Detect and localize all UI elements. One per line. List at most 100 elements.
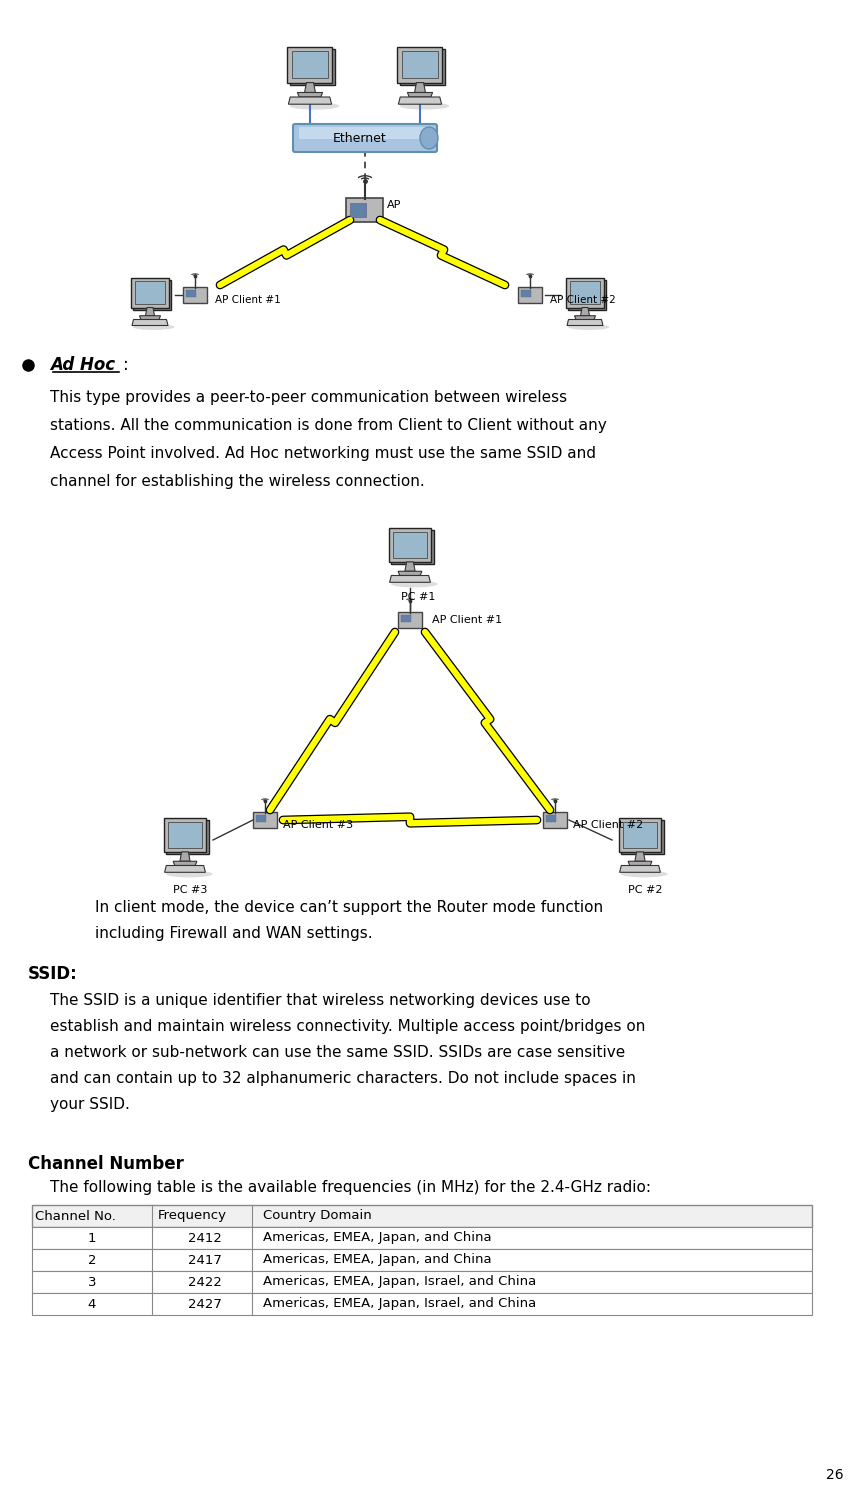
FancyBboxPatch shape (398, 612, 421, 627)
FancyBboxPatch shape (164, 818, 206, 852)
Text: Country Domain: Country Domain (263, 1210, 371, 1222)
Text: PC #2: PC #2 (627, 885, 661, 895)
Ellipse shape (133, 323, 174, 329)
FancyBboxPatch shape (400, 49, 444, 85)
Text: Channel No.: Channel No. (35, 1210, 115, 1222)
Polygon shape (164, 866, 205, 872)
Text: AP Client #2: AP Client #2 (573, 820, 642, 830)
Text: AP Client #1: AP Client #1 (431, 615, 502, 624)
FancyBboxPatch shape (253, 812, 276, 828)
Ellipse shape (419, 127, 437, 149)
FancyBboxPatch shape (401, 51, 437, 77)
FancyBboxPatch shape (568, 280, 605, 310)
Text: In client mode, the device can’t support the Router mode function: In client mode, the device can’t support… (95, 900, 603, 915)
Polygon shape (297, 92, 322, 97)
Text: SSID:: SSID: (28, 966, 77, 983)
FancyBboxPatch shape (135, 282, 164, 304)
FancyBboxPatch shape (32, 1205, 811, 1226)
FancyBboxPatch shape (183, 288, 207, 302)
FancyBboxPatch shape (350, 203, 366, 218)
FancyBboxPatch shape (32, 1293, 811, 1316)
Text: Access Point involved. Ad Hoc networking must use the same SSID and: Access Point involved. Ad Hoc networking… (50, 446, 595, 460)
Text: 2412: 2412 (188, 1232, 221, 1244)
Text: :: : (123, 356, 128, 374)
FancyBboxPatch shape (168, 822, 201, 848)
FancyBboxPatch shape (569, 282, 599, 304)
FancyBboxPatch shape (292, 51, 328, 77)
Text: Ethernet: Ethernet (332, 131, 387, 145)
Polygon shape (304, 82, 315, 92)
FancyBboxPatch shape (621, 821, 663, 854)
Polygon shape (567, 319, 603, 325)
Polygon shape (619, 866, 660, 872)
Polygon shape (389, 575, 430, 583)
Polygon shape (132, 319, 168, 325)
Polygon shape (407, 92, 432, 97)
Text: 1: 1 (88, 1232, 96, 1244)
Polygon shape (628, 861, 651, 866)
FancyBboxPatch shape (546, 815, 555, 822)
Polygon shape (398, 571, 421, 575)
FancyBboxPatch shape (521, 291, 530, 297)
Polygon shape (173, 861, 196, 866)
Text: PC #1: PC #1 (400, 592, 435, 602)
FancyBboxPatch shape (256, 815, 266, 822)
Text: PC #3: PC #3 (172, 885, 207, 895)
Text: 3: 3 (88, 1275, 96, 1289)
FancyBboxPatch shape (288, 46, 332, 82)
Text: AP Client #1: AP Client #1 (214, 295, 281, 305)
Text: a network or sub-network can use the same SSID. SSIDs are case sensitive: a network or sub-network can use the sam… (50, 1044, 624, 1059)
FancyBboxPatch shape (391, 530, 433, 565)
Ellipse shape (620, 870, 667, 878)
Text: and can contain up to 32 alphanumeric characters. Do not include spaces in: and can contain up to 32 alphanumeric ch… (50, 1071, 635, 1086)
Text: Americas, EMEA, Japan, Israel, and China: Americas, EMEA, Japan, Israel, and China (263, 1275, 536, 1289)
Text: This type provides a peer-to-peer communication between wireless: This type provides a peer-to-peer commun… (50, 390, 567, 405)
Ellipse shape (390, 581, 437, 587)
FancyBboxPatch shape (393, 532, 426, 557)
Text: Frequency: Frequency (158, 1210, 226, 1222)
Ellipse shape (165, 870, 213, 878)
Polygon shape (288, 97, 331, 104)
FancyBboxPatch shape (517, 288, 541, 302)
Ellipse shape (567, 323, 609, 329)
FancyBboxPatch shape (346, 198, 383, 222)
FancyBboxPatch shape (32, 1226, 811, 1249)
FancyBboxPatch shape (623, 822, 656, 848)
Text: your SSID.: your SSID. (50, 1097, 130, 1112)
Text: 2427: 2427 (188, 1298, 221, 1311)
Polygon shape (146, 307, 154, 316)
FancyBboxPatch shape (401, 615, 411, 621)
Text: channel for establishing the wireless connection.: channel for establishing the wireless co… (50, 474, 424, 489)
Text: 2: 2 (88, 1253, 96, 1266)
Text: The following table is the available frequencies (in MHz) for the 2.4-GHz radio:: The following table is the available fre… (50, 1180, 650, 1195)
Text: 2417: 2417 (188, 1253, 221, 1266)
Ellipse shape (289, 103, 339, 110)
FancyBboxPatch shape (388, 527, 430, 562)
Polygon shape (398, 97, 441, 104)
FancyBboxPatch shape (166, 821, 208, 854)
FancyBboxPatch shape (397, 46, 442, 82)
Polygon shape (414, 82, 425, 92)
FancyBboxPatch shape (186, 291, 195, 297)
Ellipse shape (400, 103, 449, 110)
FancyBboxPatch shape (618, 818, 660, 852)
Text: The SSID is a unique identifier that wireless networking devices use to: The SSID is a unique identifier that wir… (50, 992, 590, 1009)
Polygon shape (405, 562, 415, 571)
FancyBboxPatch shape (131, 277, 169, 307)
FancyBboxPatch shape (32, 1249, 811, 1271)
Text: stations. All the communication is done from Client to Client without any: stations. All the communication is done … (50, 419, 606, 434)
Polygon shape (180, 852, 190, 861)
Text: 26: 26 (825, 1468, 843, 1483)
Text: establish and maintain wireless connectivity. Multiple access point/bridges on: establish and maintain wireless connecti… (50, 1019, 645, 1034)
FancyBboxPatch shape (133, 280, 170, 310)
FancyBboxPatch shape (32, 1271, 811, 1293)
FancyBboxPatch shape (290, 49, 335, 85)
Text: Channel Number: Channel Number (28, 1155, 183, 1173)
Text: Americas, EMEA, Japan, and China: Americas, EMEA, Japan, and China (263, 1253, 491, 1266)
Text: Americas, EMEA, Japan, and China: Americas, EMEA, Japan, and China (263, 1232, 491, 1244)
Text: AP: AP (387, 200, 401, 210)
Text: Ad Hoc: Ad Hoc (50, 356, 115, 374)
Polygon shape (635, 852, 644, 861)
Text: including Firewall and WAN settings.: including Firewall and WAN settings. (95, 925, 372, 942)
FancyBboxPatch shape (293, 124, 437, 152)
